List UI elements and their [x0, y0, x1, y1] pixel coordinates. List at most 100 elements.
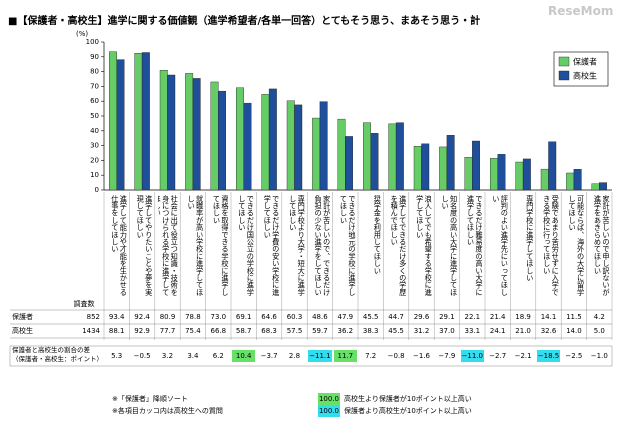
table-value: 92.9 — [134, 327, 150, 335]
bar — [421, 143, 430, 191]
sample-size: 852 — [86, 313, 100, 321]
category-label: 専門学校に進学してほしい — [525, 195, 534, 282]
legend-label: 高校生 — [573, 71, 597, 81]
diff-value: 5.3 — [111, 352, 123, 360]
table-value: 58.7 — [235, 327, 252, 335]
bar — [472, 140, 480, 191]
bar — [243, 102, 252, 191]
bar — [192, 78, 201, 191]
bar — [345, 136, 353, 191]
bar — [210, 81, 219, 191]
diff-value: −11.1 — [308, 350, 332, 362]
table-value: 88.1 — [108, 327, 125, 335]
table-value: 73.0 — [210, 313, 227, 321]
bar — [363, 122, 371, 191]
bar — [218, 90, 227, 191]
table-value: 18.9 — [515, 313, 531, 321]
table-value: 22.1 — [464, 313, 481, 321]
bar — [413, 145, 422, 191]
y-tick-label: 80 — [90, 68, 99, 76]
diff-value: 10.4 — [232, 350, 256, 362]
y-tick-label: 100 — [86, 38, 99, 46]
category-label: 受験であまり苦労せずに入学できる学校に行ってほしい — [542, 195, 560, 296]
diff-value: 6.2 — [212, 352, 224, 360]
table-value: 66.8 — [210, 327, 227, 335]
table-value: 29.6 — [413, 313, 430, 321]
bar — [464, 157, 473, 191]
bar — [134, 53, 143, 191]
bar — [497, 154, 506, 191]
table-value: 47.9 — [337, 313, 354, 321]
table-value: 60.3 — [286, 313, 303, 321]
bar — [116, 59, 125, 191]
table-value: 69.1 — [235, 313, 252, 321]
key-sample: 100.0 — [318, 393, 340, 405]
bar — [548, 141, 557, 191]
table-value: 33.1 — [464, 327, 481, 335]
diff-value: 7.2 — [365, 352, 377, 360]
table-value: 21.4 — [489, 313, 506, 321]
sample-size: 1434 — [82, 327, 100, 335]
category-label: 資格を取得できる学校に進学してほしい — [212, 195, 229, 296]
bar — [159, 70, 168, 191]
table-value: 29.1 — [439, 313, 455, 321]
y-tick-label: 90 — [90, 53, 99, 61]
bar — [522, 158, 531, 191]
bar — [388, 123, 397, 191]
bar — [268, 88, 277, 191]
bar — [185, 73, 194, 191]
category-label: 就職率が高い学校に進学してほしい — [187, 195, 204, 296]
category-label: 可能ならば、海外の大学に留学してほしい — [568, 195, 585, 296]
row-label: 保護者 — [12, 313, 33, 321]
y-tick-label: 30 — [90, 142, 99, 150]
category-label: 進学して能力や才能を生かせる仕事をしてほしい — [110, 195, 128, 296]
bar — [395, 122, 404, 191]
table-value: 92.4 — [134, 313, 150, 321]
y-tick-label: 40 — [90, 127, 99, 135]
bar — [599, 182, 607, 191]
table-value: 78.8 — [185, 313, 201, 321]
table-value: 32.6 — [540, 327, 557, 335]
diff-label: 保護者と高校生の割合の差 — [12, 346, 90, 354]
table-value: 4.2 — [593, 313, 605, 321]
table-value: 14.0 — [566, 327, 582, 335]
category-label: 進学してできるだけ多くの学歴を積んでほしい — [390, 195, 407, 296]
bar — [540, 168, 549, 191]
diff-value: −1.6 — [412, 352, 430, 360]
y-tick-label: 0 — [95, 186, 99, 194]
bar — [515, 161, 524, 191]
diff-value: −3.7 — [260, 352, 278, 360]
category-label: 社会に出て役立つ知識・技術を身につけられる学校に進学してほしい — [158, 195, 179, 296]
bar — [167, 74, 176, 191]
diff-value: −11.0 — [460, 350, 484, 362]
bar — [591, 183, 600, 191]
y-tick-label: 70 — [90, 82, 99, 90]
category-label: できるだけ地元の学校に進学してほしい — [339, 195, 356, 296]
table-value: 48.6 — [312, 313, 328, 321]
table-value: 93.4 — [108, 313, 125, 321]
watermark: ReseMom — [548, 4, 614, 18]
category-label: 進学してやりたいことや夢を実現してほしい — [136, 195, 153, 296]
bar — [319, 101, 328, 191]
table-value: 21.0 — [515, 327, 531, 335]
table-header: 調査数 — [73, 300, 95, 308]
legend-swatch — [558, 56, 570, 67]
y-tick-label: 60 — [90, 97, 99, 105]
diff-row-box — [9, 345, 613, 367]
table-value: 24.1 — [489, 327, 506, 335]
bar — [439, 146, 448, 191]
diff-label: （保護者・高校生：ポイント） — [12, 355, 103, 363]
category-label: 知名度の高い大学に進学してほしい — [441, 195, 458, 296]
bar — [337, 118, 346, 191]
legend-label: 保護者 — [573, 57, 597, 67]
table-value: 44.7 — [388, 313, 404, 321]
key-text: 高校生より保護者が10ポイント以上高い — [344, 395, 472, 403]
table-value: 75.4 — [185, 327, 201, 335]
category-label: できるだけ難易度の高い大学に進学してほしい — [466, 195, 483, 296]
bar — [261, 94, 270, 191]
bar — [490, 158, 498, 191]
row-label: 高校生 — [12, 327, 33, 335]
diff-value: −1.0 — [590, 352, 608, 360]
bar — [286, 100, 295, 191]
